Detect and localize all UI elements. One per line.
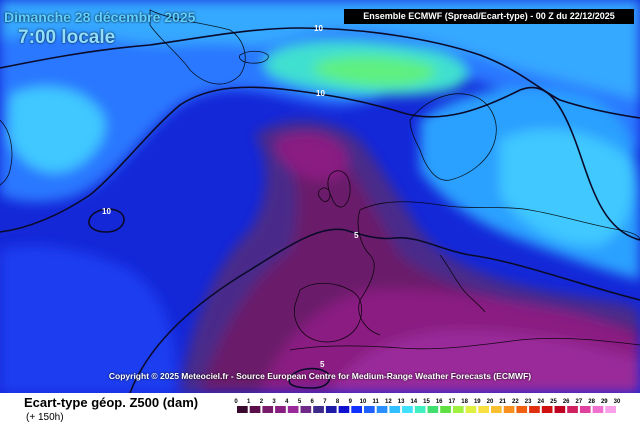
contour-5-south xyxy=(288,367,331,389)
spread-zone-north-light xyxy=(0,0,640,100)
coastline-continental-europe xyxy=(357,201,640,336)
scale-tick-label: 2 xyxy=(260,399,264,405)
scale-tick-label: 25 xyxy=(550,399,557,405)
spread-zone-greenland xyxy=(8,86,106,173)
scale-swatch xyxy=(440,406,451,413)
scale-tick-label: 5 xyxy=(298,399,302,405)
contour-label: 5 xyxy=(354,231,359,240)
scale-tick-label: 7 xyxy=(323,399,327,405)
scale-tick-label: 22 xyxy=(512,399,519,405)
color-scale: 0 1 2 3 4 5 6 7 8 9 10 11 12 13 14 15 16 17 18 19 20 21 22 23 24… xyxy=(234,399,621,413)
contour-label: 10 xyxy=(102,207,111,216)
parameter-label: Ecart-type géop. Z500 (dam) xyxy=(24,395,199,410)
scale-swatch xyxy=(376,406,388,413)
scale-swatch xyxy=(300,406,312,413)
scale-tick-label: 4 xyxy=(285,399,289,405)
scale-swatch xyxy=(237,406,248,413)
contour-5 xyxy=(129,228,640,393)
coastline-scandinavia xyxy=(409,93,497,181)
scale-swatch xyxy=(427,406,439,413)
scale-swatch xyxy=(605,406,616,413)
scale-swatch xyxy=(529,406,540,413)
scale-tick-label: 11 xyxy=(373,399,380,405)
scale-tick-label: 18 xyxy=(461,399,468,405)
scale-tick-label: 15 xyxy=(423,399,430,405)
scale-swatch xyxy=(325,406,337,413)
map-panel: 10 10 10 5 5 Dimanche 28 décembre 2025 7… xyxy=(0,0,640,393)
scale-swatch xyxy=(452,406,464,413)
lead-time-label: (+ 150h) xyxy=(26,412,64,423)
scale-swatch xyxy=(491,406,502,413)
scale-swatch xyxy=(414,406,426,413)
scale-swatch xyxy=(389,406,401,413)
scale-tick-label: 17 xyxy=(449,399,456,405)
scale-swatch xyxy=(567,406,578,413)
scale-tick-label: 0 xyxy=(234,399,238,405)
scale-swatch xyxy=(579,406,591,413)
scale-tick-label: 14 xyxy=(410,399,417,405)
spread-max-core xyxy=(313,55,436,87)
scale-swatch xyxy=(364,406,375,413)
scale-swatch xyxy=(402,406,413,413)
contour-label: 10 xyxy=(314,24,323,33)
model-run-header: Ensemble ECMWF (Spread/Ecart-type) - 00 … xyxy=(344,9,634,24)
scale-swatch xyxy=(313,406,324,413)
scale-tick-label: 10 xyxy=(360,399,367,405)
scale-tick-label: 13 xyxy=(398,399,405,405)
spread-zone-east xyxy=(500,129,634,246)
coastline-iberia xyxy=(293,282,363,343)
scale-tick-label: 29 xyxy=(601,399,608,405)
spread-zone-west xyxy=(0,246,176,393)
scale-tick-label: 6 xyxy=(311,399,315,405)
scale-swatch xyxy=(262,406,274,413)
contour-label: 10 xyxy=(316,89,325,98)
scale-tick-label: 27 xyxy=(576,399,583,405)
scale-tick-label: 12 xyxy=(385,399,392,405)
scale-tick-label: 1 xyxy=(247,399,251,405)
scale-tick-label: 21 xyxy=(499,399,506,405)
coastline-labrador xyxy=(0,119,13,186)
scale-swatch xyxy=(592,406,604,413)
scale-swatch xyxy=(275,406,286,413)
coastline-uk-ireland xyxy=(317,170,351,208)
contour-10-north xyxy=(0,27,640,119)
scale-swatch xyxy=(503,406,515,413)
scale-swatch xyxy=(478,406,489,413)
scale-tick-label: 26 xyxy=(563,399,570,405)
coastline-iceland xyxy=(239,50,269,64)
coastline-north-africa xyxy=(289,337,640,351)
scale-swatch xyxy=(351,406,362,413)
scale-tick-label: 16 xyxy=(436,399,443,405)
scale-swatch xyxy=(516,406,528,413)
scale-tick-label: 9 xyxy=(349,399,353,405)
copyright-notice: Copyright © 2025 Meteociel.fr - Source E… xyxy=(108,371,532,381)
scale-tick-label: 19 xyxy=(474,399,481,405)
spread-map: 10 10 10 5 5 xyxy=(0,0,640,393)
scale-swatch xyxy=(338,406,350,413)
contour-10-island xyxy=(88,208,125,233)
contour-label: 5 xyxy=(320,360,325,369)
contour-10-middle xyxy=(0,86,640,241)
scale-swatch xyxy=(249,406,261,413)
forecast-time: 7:00 locale xyxy=(18,27,116,48)
scale-swatch xyxy=(465,406,477,413)
scale-tick-label: 20 xyxy=(487,399,494,405)
scale-swatch xyxy=(287,406,299,413)
scale-swatch xyxy=(541,406,553,413)
scale-tick-label: 23 xyxy=(525,399,532,405)
scale-tick-label: 3 xyxy=(272,399,276,405)
scale-tick-label: 24 xyxy=(537,399,544,405)
spread-zone-south-violet xyxy=(330,330,640,393)
spread-zone-nw-min xyxy=(275,132,349,181)
scale-tick-label: 28 xyxy=(588,399,595,405)
scale-tick-label: 8 xyxy=(336,399,340,405)
scale-tick-label: 30 xyxy=(614,399,621,405)
forecast-date: Dimanche 28 décembre 2025 xyxy=(4,9,196,25)
scale-swatch xyxy=(554,406,566,413)
coastline-greenland xyxy=(149,9,246,85)
coastline-italy xyxy=(439,254,486,313)
